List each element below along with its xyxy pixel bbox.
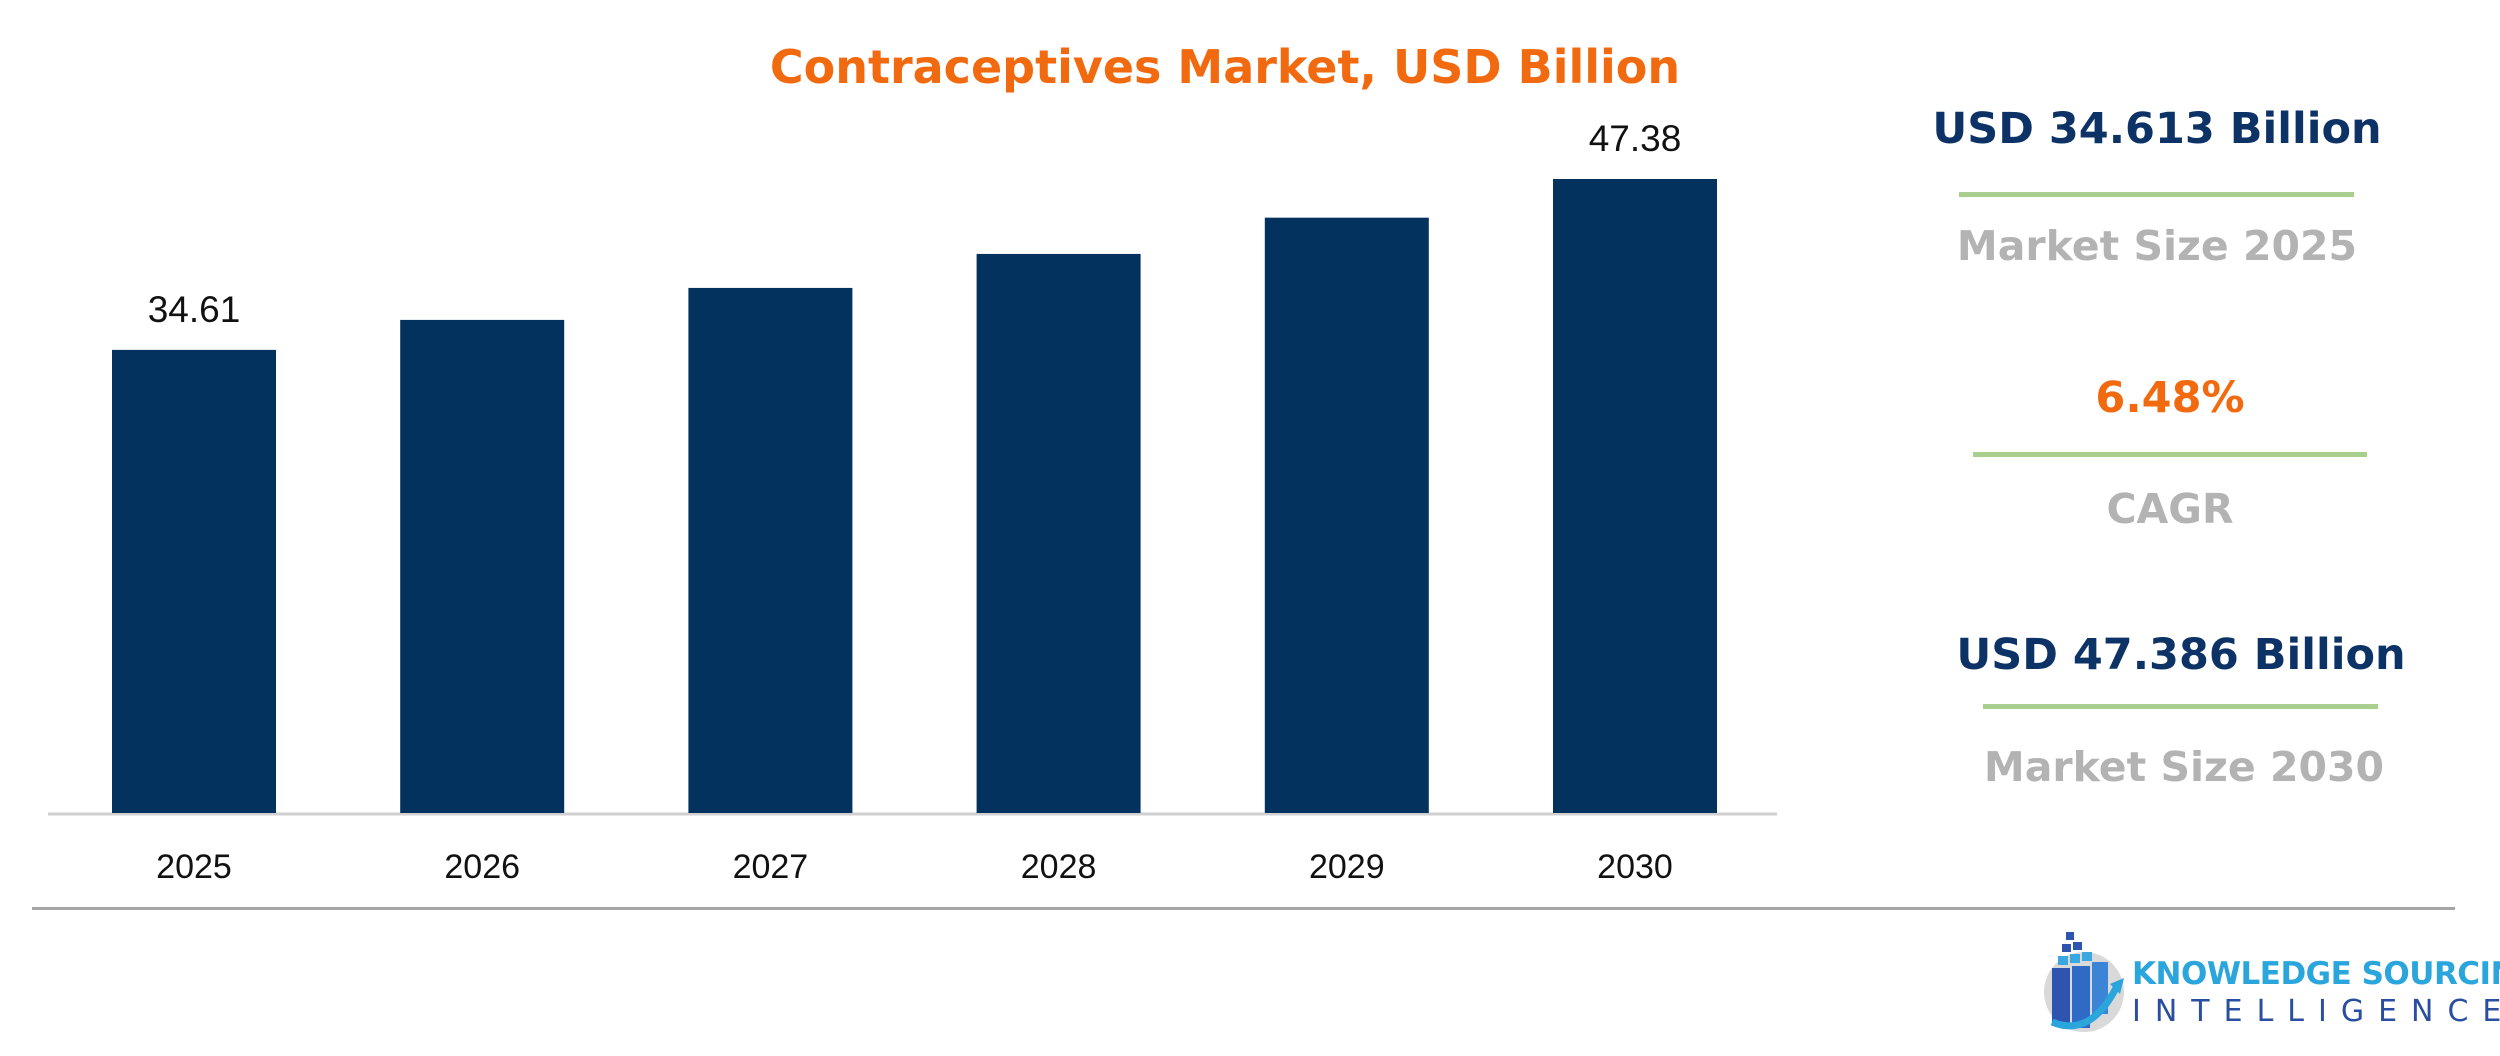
- bar-2025: [112, 349, 276, 813]
- x-tick-label: 2027: [733, 848, 809, 886]
- bar-2026: [400, 319, 565, 813]
- x-tick-label: 2028: [1021, 848, 1097, 886]
- logo-text-line1: KNOWLEDGE SOURCING: [2132, 956, 2500, 992]
- bar-2028: [976, 253, 1141, 813]
- data-label-2030: 47.38: [1589, 118, 1682, 159]
- bottom-rule: [32, 907, 2455, 910]
- divider: [1973, 452, 2367, 457]
- x-tick-label: 2029: [1309, 848, 1385, 886]
- market-size-2025-label: Market Size 2025: [1956, 222, 2358, 270]
- logo-text-line2: INTELLIGENCE: [2132, 994, 2500, 1029]
- market-size-2025-value: USD 34.613 Billion: [1932, 104, 2382, 154]
- x-tick-label: 2026: [444, 848, 520, 886]
- divider: [1983, 704, 2378, 709]
- bar-2030: [1553, 179, 1717, 813]
- company-logo: KNOWLEDGE SOURCING INTELLIGENCE: [2040, 918, 2500, 1038]
- cagr-value: 6.48%: [2095, 373, 2245, 423]
- x-tick-label: 2025: [156, 848, 232, 886]
- logo-icon: [2044, 932, 2124, 1032]
- bar-2027: [688, 287, 853, 814]
- x-tick-label: 2030: [1597, 848, 1673, 886]
- divider: [1959, 192, 2354, 197]
- bar-chart: 2025 34.61 2026 2027 2028 2029 2030 47.38: [48, 118, 1777, 886]
- chart-title: Contraceptives Market, USD Billion: [769, 40, 1681, 94]
- bar-2029: [1264, 217, 1429, 814]
- data-label-2025: 34.61: [148, 289, 241, 330]
- market-size-2030-label: Market Size 2030: [1983, 743, 2385, 791]
- cagr-label: CAGR: [2106, 485, 2234, 533]
- market-size-2030-value: USD 47.386 Billion: [1956, 630, 2406, 680]
